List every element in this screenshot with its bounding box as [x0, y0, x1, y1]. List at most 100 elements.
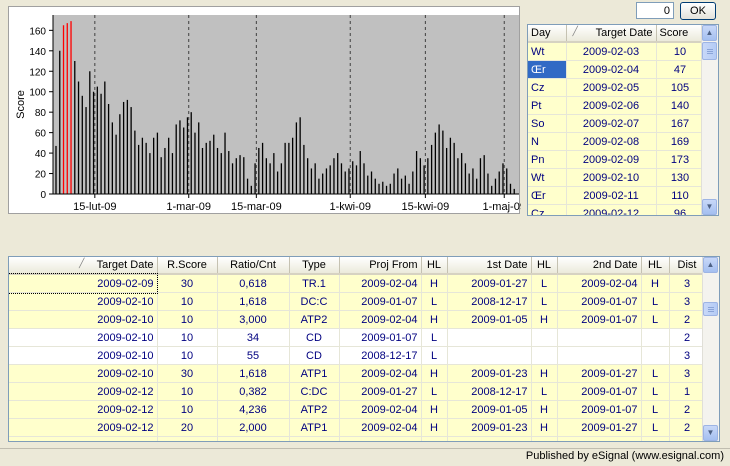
- day-row[interactable]: Pn 2009-02-09 173: [528, 150, 705, 169]
- cell-dist[interactable]: 2: [669, 400, 706, 419]
- cell-r-score[interactable]: 30: [157, 436, 218, 441]
- day-cell-date[interactable]: 2009-02-03: [566, 42, 657, 61]
- scroll-up-icon[interactable]: ▲: [703, 257, 718, 273]
- cell-first-date[interactable]: 2008-12-17: [447, 382, 532, 401]
- col-header-r-score[interactable]: R.Score: [157, 257, 218, 275]
- main-grid-scrollbar[interactable]: ▲ ▼: [702, 257, 719, 441]
- cell-type[interactable]: ATP2: [289, 310, 340, 329]
- day-cell-day[interactable]: So: [528, 114, 567, 133]
- col-header-type[interactable]: Type: [289, 257, 340, 275]
- cell-r-score[interactable]: 10: [157, 328, 218, 347]
- cell-proj-from[interactable]: 2009-02-04: [339, 418, 422, 437]
- cell-hl-3[interactable]: L: [641, 310, 670, 329]
- col-header-target-date[interactable]: ╱ Target Date: [566, 25, 657, 43]
- cell-hl-2[interactable]: H: [531, 418, 558, 437]
- cell-hl-1[interactable]: H: [421, 364, 448, 383]
- scroll-thumb[interactable]: [703, 302, 718, 316]
- day-cell-day[interactable]: Œr: [528, 186, 567, 205]
- col-header-target-date[interactable]: ╱ Target Date: [9, 257, 158, 275]
- day-cell-day[interactable]: Pn: [528, 150, 567, 169]
- cell-dist[interactable]: 3: [669, 346, 706, 365]
- cell-r-score[interactable]: 10: [157, 346, 218, 365]
- cell-hl-1[interactable]: H: [421, 436, 448, 441]
- cell-hl-2[interactable]: L: [531, 292, 558, 311]
- cell-proj-from[interactable]: 2008-12-17: [339, 346, 422, 365]
- cell-hl-2[interactable]: [531, 346, 558, 365]
- cell-second-date[interactable]: 2009-01-07: [557, 382, 642, 401]
- cell-hl-2[interactable]: H: [531, 400, 558, 419]
- cell-dist[interactable]: 2: [669, 328, 706, 347]
- cell-target-date[interactable]: 2009-02-09: [9, 273, 158, 294]
- cell-second-date[interactable]: 2009-01-07: [557, 310, 642, 329]
- cell-hl-1[interactable]: L: [421, 292, 448, 311]
- cell-hl-1[interactable]: L: [421, 382, 448, 401]
- cell-type[interactable]: CD: [289, 346, 340, 365]
- table-row[interactable]: 2009-02-12 10 0,382 C:DC 2009-01-27 L 2008-12-…: [9, 382, 706, 401]
- cell-hl-1[interactable]: L: [421, 346, 448, 365]
- col-header-score[interactable]: Score: [656, 25, 705, 43]
- cell-r-score[interactable]: 10: [157, 400, 218, 419]
- cell-hl-1[interactable]: H: [421, 418, 448, 437]
- cell-first-date[interactable]: 2009-01-05: [447, 400, 532, 419]
- day-cell-date[interactable]: 2009-02-11: [566, 186, 657, 205]
- cell-type[interactable]: CD: [289, 328, 340, 347]
- scroll-thumb[interactable]: [702, 42, 717, 60]
- cell-first-date[interactable]: 2009-01-05: [447, 310, 532, 329]
- day-row[interactable]: Cz 2009-02-12 96: [528, 204, 705, 215]
- day-row[interactable]: Œr 2009-02-11 110: [528, 186, 705, 205]
- day-score-grid[interactable]: Day ╱ Target Date Score Wt 2009-02-03 10 Œr 2…: [527, 24, 719, 216]
- day-cell-date[interactable]: 2009-02-06: [566, 96, 657, 115]
- cell-hl-2[interactable]: H: [531, 364, 558, 383]
- table-row[interactable]: 2009-02-12301,000TR.12009-02-04H2009-01-…: [9, 436, 706, 441]
- cell-first-date[interactable]: 2009-01-27: [447, 274, 532, 293]
- cell-r-score[interactable]: 30: [157, 364, 218, 383]
- cell-hl-1[interactable]: H: [421, 400, 448, 419]
- cell-type[interactable]: TR.1: [289, 274, 340, 293]
- cell-target-date[interactable]: 2009-02-12: [9, 436, 158, 441]
- day-cell-score[interactable]: 105: [656, 78, 705, 97]
- day-cell-date[interactable]: 2009-02-08: [566, 132, 657, 151]
- day-cell-day[interactable]: Cz: [528, 204, 567, 215]
- cell-hl-2[interactable]: L: [531, 274, 558, 293]
- cell-first-date[interactable]: 2009-01-27: [447, 436, 532, 441]
- day-cell-day[interactable]: Wt: [528, 168, 567, 187]
- cell-ratio-cnt[interactable]: 55: [217, 346, 290, 365]
- cell-second-date[interactable]: 2009-02-04: [557, 274, 642, 293]
- cell-hl-2[interactable]: L: [531, 382, 558, 401]
- cell-dist[interactable]: 4: [669, 436, 706, 441]
- day-cell-score[interactable]: 110: [656, 186, 705, 205]
- cell-ratio-cnt[interactable]: 3,000: [217, 310, 290, 329]
- cell-hl-3[interactable]: [641, 328, 670, 347]
- cell-second-date[interactable]: 2009-01-07: [557, 292, 642, 311]
- cell-first-date[interactable]: 2009-01-23: [447, 364, 532, 383]
- cell-second-date[interactable]: 2009-02-04: [557, 436, 642, 441]
- cell-proj-from[interactable]: 2009-01-27: [339, 382, 422, 401]
- col-header-day[interactable]: Day: [528, 25, 567, 43]
- cell-hl-2[interactable]: L: [531, 436, 558, 441]
- cell-hl-1[interactable]: H: [421, 310, 448, 329]
- day-cell-day[interactable]: Cz: [528, 78, 567, 97]
- table-row[interactable]: 2009-02-10 10 1,618 DC:C 2009-01-07 L 2008-12-…: [9, 292, 706, 311]
- cell-proj-from[interactable]: 2009-02-04: [339, 274, 422, 293]
- number-input[interactable]: [636, 2, 674, 19]
- cell-hl-2[interactable]: H: [531, 310, 558, 329]
- table-row[interactable]: 2009-02-12 20 2,000 ATP1 2009-02-04 H 2009-01-…: [9, 418, 706, 437]
- table-row[interactable]: 2009-02-12 10 4,236 ATP2 2009-02-04 H 2009-01-…: [9, 400, 706, 419]
- cell-target-date[interactable]: 2009-02-10: [9, 364, 158, 383]
- day-row[interactable]: Cz 2009-02-05 105: [528, 78, 705, 97]
- cell-hl-3[interactable]: L: [641, 364, 670, 383]
- scroll-down-icon[interactable]: ▼: [703, 425, 718, 441]
- cell-type[interactable]: DC:C: [289, 292, 340, 311]
- table-row[interactable]: 2009-02-10 10 34 CD 2009-01-07 L 2: [9, 328, 706, 347]
- cell-hl-3[interactable]: L: [641, 418, 670, 437]
- cell-target-date[interactable]: 2009-02-10: [9, 328, 158, 347]
- cell-dist[interactable]: 3: [669, 364, 706, 383]
- table-row[interactable]: 2009-02-10 30 1,618 ATP1 2009-02-04 H 2009-01-…: [9, 364, 706, 383]
- col-header-ratio-cnt[interactable]: Ratio/Cnt: [217, 257, 290, 275]
- cell-dist[interactable]: 1: [669, 382, 706, 401]
- day-cell-day[interactable]: Pt: [528, 96, 567, 115]
- day-cell-score[interactable]: 47: [656, 60, 705, 79]
- cell-hl-3[interactable]: L: [641, 292, 670, 311]
- day-cell-score[interactable]: 96: [656, 204, 705, 215]
- cell-ratio-cnt[interactable]: 0,618: [217, 274, 290, 293]
